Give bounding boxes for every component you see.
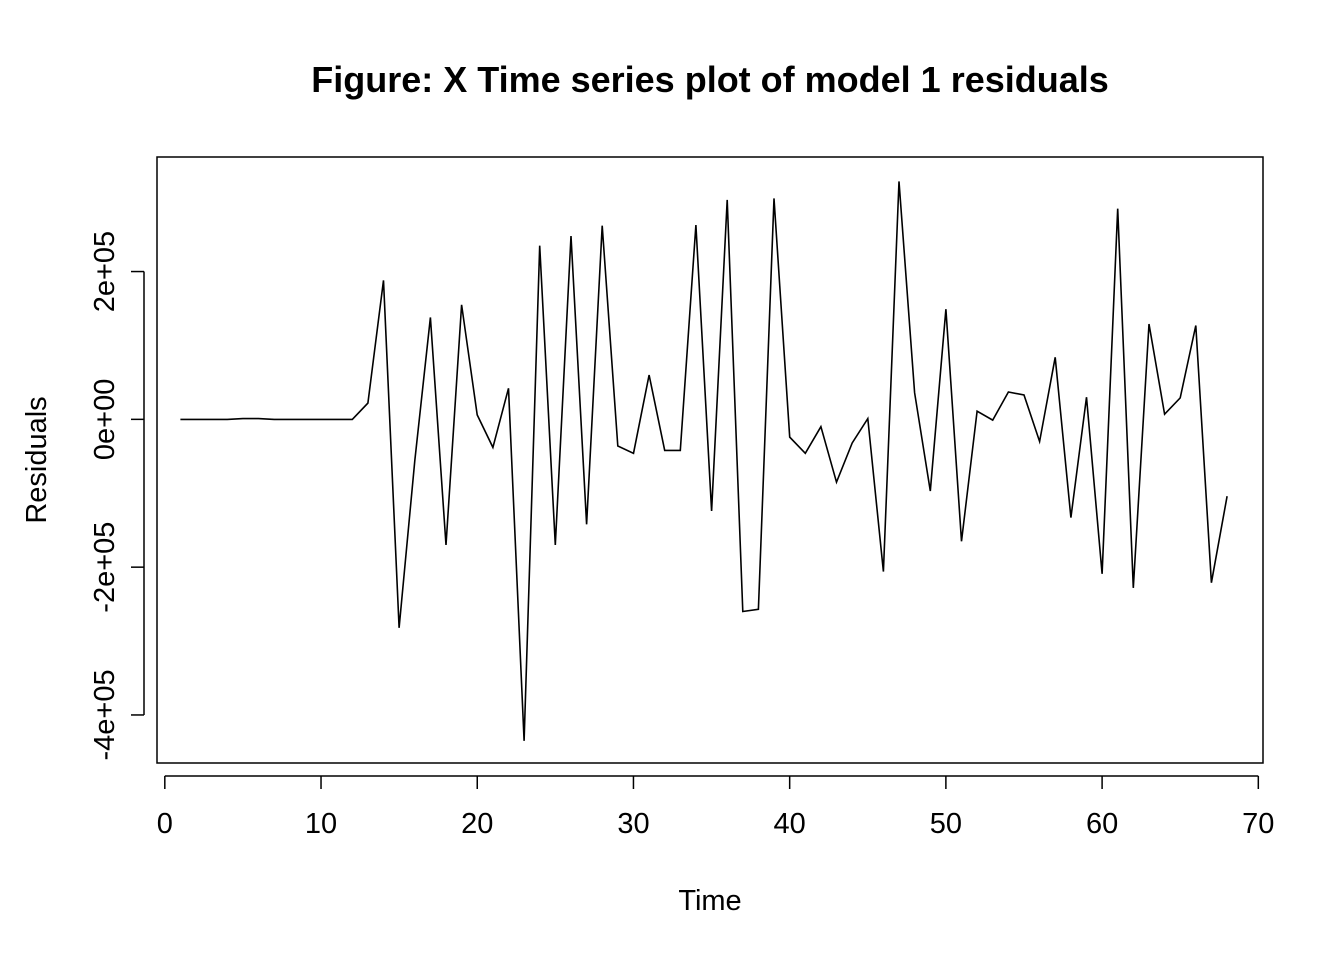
x-axis-label: Time bbox=[678, 885, 741, 917]
x-tick-label: 20 bbox=[461, 808, 493, 840]
x-axis: 0 10 20 30 40 50 60 70 bbox=[157, 775, 1274, 840]
x-tick-label: 50 bbox=[930, 808, 962, 840]
y-tick-label: 2e+05 bbox=[89, 231, 121, 312]
x-tick-label: 0 bbox=[157, 808, 173, 840]
y-axis-label: Residuals bbox=[21, 396, 53, 523]
chart-title: Figure: X Time series plot of model 1 re… bbox=[311, 59, 1109, 100]
y-axis: -4e+05 -2e+05 0e+00 2e+05 bbox=[89, 231, 145, 761]
x-tick-label: 30 bbox=[617, 808, 649, 840]
y-tick-label: -2e+05 bbox=[89, 522, 121, 613]
x-tick-label: 60 bbox=[1086, 808, 1118, 840]
x-tick-label: 40 bbox=[774, 808, 806, 840]
y-tick-label: 0e+00 bbox=[89, 379, 121, 460]
y-tick-label: -4e+05 bbox=[89, 669, 121, 760]
series-layer bbox=[180, 181, 1228, 741]
x-tick-label: 10 bbox=[305, 808, 337, 840]
x-tick-label: 70 bbox=[1242, 808, 1274, 840]
residuals-series-line bbox=[180, 181, 1228, 741]
plot-frame bbox=[156, 156, 1264, 764]
